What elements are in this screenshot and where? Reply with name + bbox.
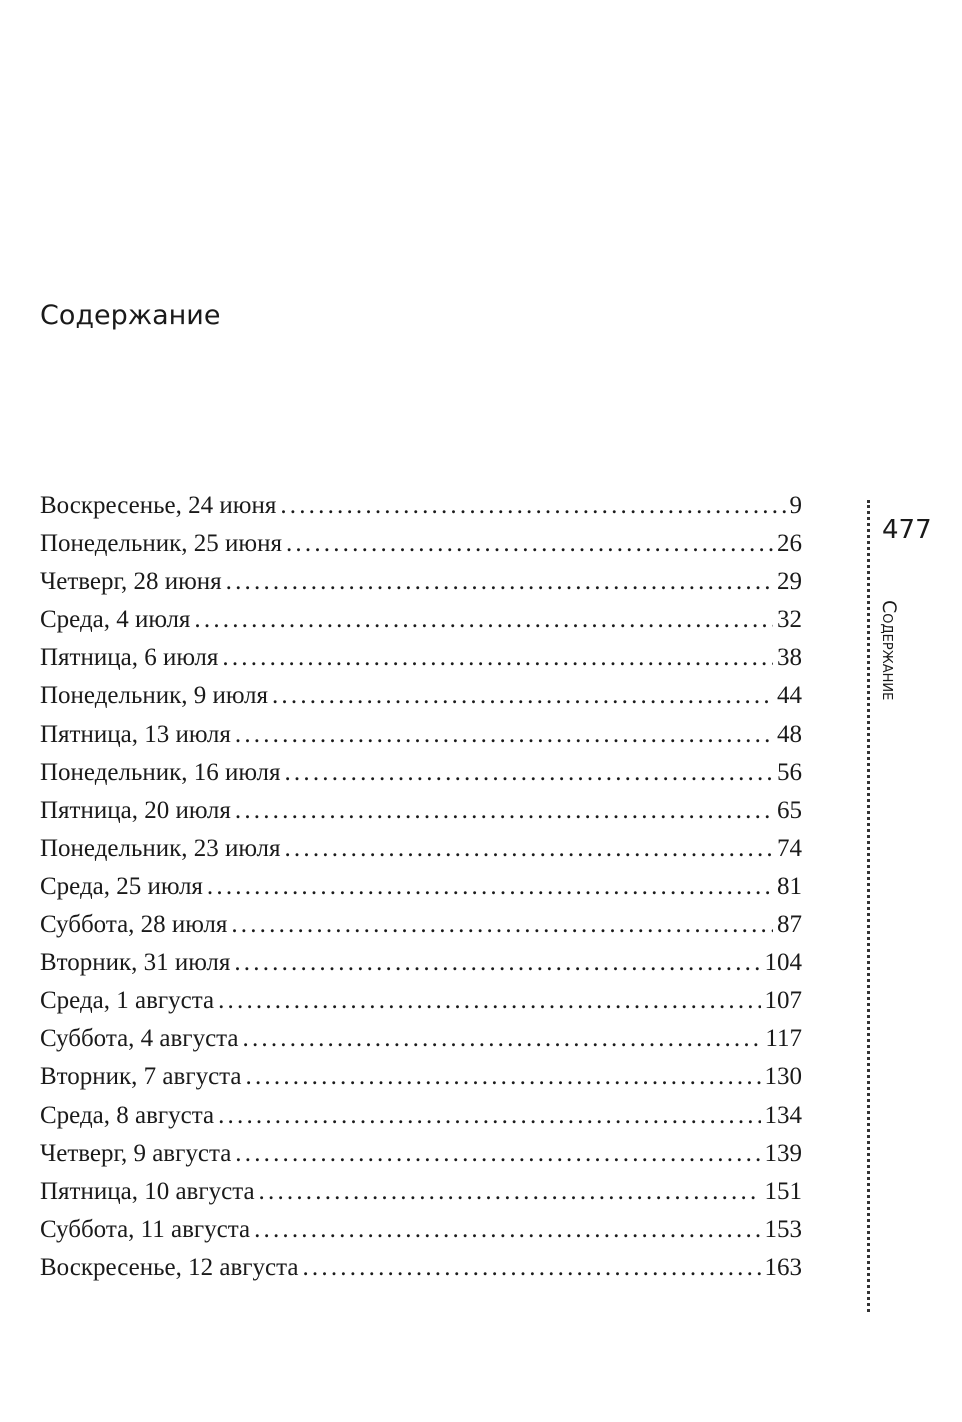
toc-entry-page: 81 [777,872,802,900]
leader-dots [231,911,773,939]
leader-dots [259,1178,761,1206]
toc-entry[interactable]: Среда, 25 июля 81 [40,873,802,911]
toc-entry-label: Воскресенье, 24 июня [40,492,277,519]
toc-entry-label: Среда, 25 июля [40,872,203,900]
toc-entry[interactable]: Понедельник, 23 июля 74 [40,835,802,873]
toc-entry-page: 151 [764,1177,803,1205]
toc-entry-label: Пятница, 13 июля [40,720,231,748]
toc-entry[interactable]: Пятница, 10 августа 151 [40,1178,802,1216]
toc-entry[interactable]: Воскресенье, 24 июня 9 [40,492,802,530]
toc-entry-page: 56 [777,758,802,786]
toc-entry[interactable]: Понедельник, 9 июля 44 [40,682,802,720]
toc-entry-label: Понедельник, 16 июля [40,758,281,786]
leader-dots [207,873,773,901]
toc-entry-label: Пятница, 20 июля [40,796,231,824]
leader-dots [246,1063,761,1091]
dotted-margin-rule [867,500,870,1312]
toc-entry-label: Воскресенье, 12 августа [40,1253,299,1281]
toc-entry-label: Вторник, 31 июля [40,949,231,977]
toc-entry-label: Понедельник, 9 июля [40,682,268,710]
toc-entry-page: 130 [764,1063,803,1091]
toc-entry-label: Вторник, 7 августа [40,1063,242,1091]
toc-entry-label: Суббота, 28 июля [40,911,228,939]
toc-entry-label: Четверг, 28 июня [40,568,222,596]
toc-entry-page: 117 [765,1025,802,1053]
leader-dots [194,606,773,634]
leader-dots [254,1216,760,1244]
toc-entry-page: 29 [777,568,802,596]
leader-dots [235,721,773,749]
leader-dots [280,492,785,520]
leader-dots [235,797,773,825]
toc-entry-label: Пятница, 10 августа [40,1177,255,1205]
toc-entry-page: 48 [777,720,802,748]
toc-entry-page: 38 [777,644,802,672]
toc-entry-page: 104 [764,949,803,977]
toc-entry-page: 26 [777,530,802,558]
leader-dots [284,759,773,787]
toc-entry[interactable]: Суббота, 28 июля 87 [40,911,802,949]
leader-dots [284,835,773,863]
toc-entry-page: 153 [764,1215,803,1243]
toc-entry-label: Суббота, 4 августа [40,1025,239,1053]
toc-entry-label: Понедельник, 23 июля [40,834,281,862]
leader-dots [272,682,773,710]
toc-entry[interactable]: Пятница, 13 июля 48 [40,721,802,759]
toc-entry-label: Пятница, 6 июля [40,644,219,672]
toc-entry[interactable]: Пятница, 20 июля 65 [40,797,802,835]
toc-entry-page: 44 [777,682,802,710]
running-head: Содержание [878,600,900,701]
toc-entry-label: Суббота, 11 августа [40,1215,251,1243]
toc-entry[interactable]: Понедельник, 25 июня 26 [40,530,802,568]
toc-entry-page: 139 [764,1139,803,1167]
toc-entry-page: 107 [764,987,803,1015]
leader-dots [302,1254,760,1282]
toc-entry[interactable]: Четверг, 28 июня 29 [40,568,802,606]
toc-entry[interactable]: Среда, 8 августа 134 [40,1102,802,1140]
toc-entry-label: Среда, 4 июля [40,606,191,634]
toc-entry-page: 74 [777,834,802,862]
leader-dots [218,1102,760,1130]
leader-dots [235,1140,760,1168]
toc-entry-page: 134 [764,1101,803,1129]
toc-entry[interactable]: Понедельник, 16 июля 56 [40,759,802,797]
toc-entry[interactable]: Четверг, 9 августа 139 [40,1140,802,1178]
toc-entry[interactable]: Среда, 1 августа 107 [40,987,802,1025]
table-of-contents: Воскресенье, 24 июня 9 Понедельник, 25 июн… [40,492,802,1292]
leader-dots [286,530,773,558]
toc-entry[interactable]: Воскресенье, 12 августа 163 [40,1254,802,1292]
toc-entry-label: Четверг, 9 августа [40,1139,232,1167]
toc-entry[interactable]: Суббота, 4 августа 117 [40,1025,802,1063]
toc-entry[interactable]: Вторник, 31 июля 104 [40,949,802,987]
page-title: Содержание [40,300,221,331]
toc-entry-label: Понедельник, 25 июня [40,530,282,558]
toc-entry[interactable]: Суббота, 11 августа 153 [40,1216,802,1254]
leader-dots [234,949,760,977]
toc-entry-page: 9 [789,492,803,519]
leader-dots [226,568,773,596]
toc-entry-page: 163 [764,1253,803,1281]
page-number: 477 [882,515,932,545]
toc-entry[interactable]: Среда, 4 июля 32 [40,606,802,644]
toc-entry-page: 65 [777,796,802,824]
leader-dots [243,1025,762,1053]
leader-dots [222,644,773,672]
toc-entry-page: 87 [777,911,802,939]
toc-entry[interactable]: Вторник, 7 августа 130 [40,1063,802,1101]
leader-dots [218,987,760,1015]
toc-entry-label: Среда, 8 августа [40,1101,215,1129]
toc-entry-label: Среда, 1 августа [40,987,215,1015]
toc-entry[interactable]: Пятница, 6 июля 38 [40,644,802,682]
toc-entry-page: 32 [777,606,802,634]
